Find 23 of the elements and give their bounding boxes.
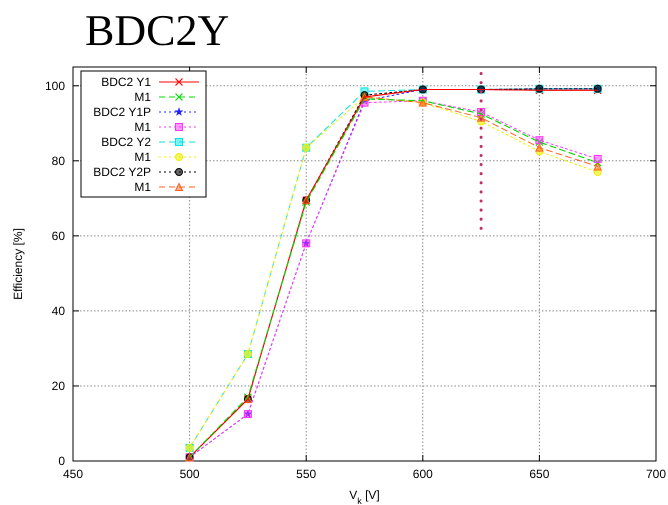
legend-label: BDC2 Y2: [101, 135, 152, 149]
y-tick-label: 40: [52, 304, 66, 318]
y-axis-title: Efficiency [%]: [11, 228, 25, 300]
legend-label: M1: [134, 120, 152, 134]
x-tick-label: 700: [646, 467, 666, 481]
chart-title: BDC2Y: [85, 6, 230, 55]
legend-label: M1: [134, 180, 152, 194]
legend-label: BDC2 Y1: [101, 75, 152, 89]
legend-label: M1: [134, 150, 152, 164]
legend-label: M1: [134, 90, 152, 104]
y-tick-label: 80: [52, 154, 66, 168]
x-tick-label: 450: [62, 467, 84, 481]
y-tick-label: 100: [44, 78, 66, 93]
x-axis-title: V$_{k}$ [V]: [349, 488, 380, 505]
x-tick-label: 600: [412, 467, 434, 481]
y-tick-label: 60: [52, 228, 66, 243]
y-tick-label: 0: [58, 454, 66, 468]
y-tick-label: 20: [52, 378, 66, 393]
x-tick-label: 650: [529, 467, 550, 481]
x-tick-label: 500: [180, 467, 200, 481]
legend-label: BDC2 Y1P: [93, 105, 151, 119]
legend-label: BDC2 Y2P: [93, 165, 151, 179]
x-tick-label: 550: [296, 467, 317, 481]
